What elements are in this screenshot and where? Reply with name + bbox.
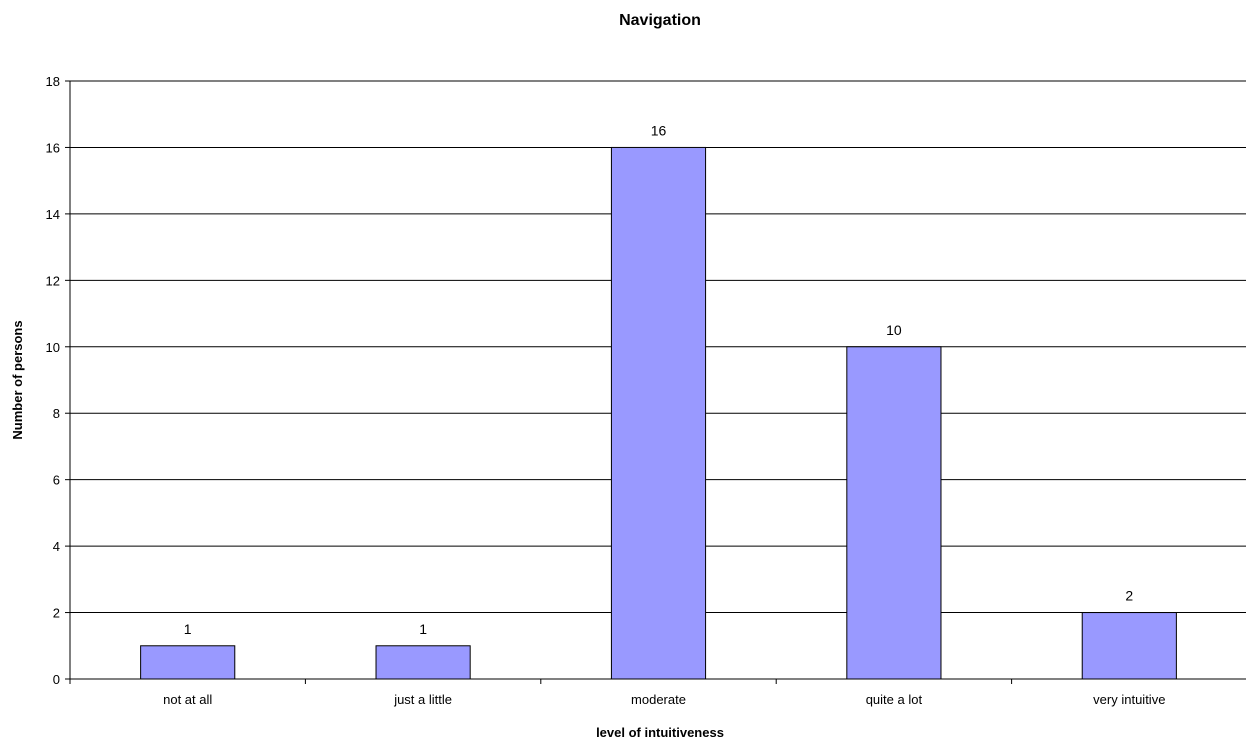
axes xyxy=(65,80,1246,684)
y-tick-label: 8 xyxy=(53,406,60,421)
y-tick-label: 14 xyxy=(46,207,60,222)
data-label: 16 xyxy=(651,122,667,138)
y-tick-label: 10 xyxy=(46,340,60,355)
y-axis-title: Number of persons xyxy=(10,320,25,439)
x-tick-label: quite a lot xyxy=(866,692,923,707)
y-tick-label: 6 xyxy=(53,473,60,488)
x-tick-label: moderate xyxy=(631,692,686,707)
data-labels: 1 1 16 10 2 xyxy=(184,122,1134,636)
bars xyxy=(140,146,1177,680)
data-label: 10 xyxy=(886,322,902,338)
bar xyxy=(610,146,707,680)
data-label: 1 xyxy=(419,621,427,637)
bar xyxy=(140,645,236,680)
y-tick-label: 18 xyxy=(46,74,60,89)
y-tick-label: 12 xyxy=(46,273,60,288)
bar xyxy=(846,346,942,680)
y-tick-label: 16 xyxy=(46,140,60,155)
data-label: 1 xyxy=(184,621,192,637)
x-tick-label: very intuitive xyxy=(1093,692,1165,707)
x-tick-label: not at all xyxy=(163,692,212,707)
data-label: 2 xyxy=(1125,588,1133,604)
x-tick-labels: not at all just a little moderate quite a l… xyxy=(163,692,1165,707)
x-axis-title: level of intuitiveness xyxy=(596,725,724,740)
y-tick-label: 4 xyxy=(53,539,60,554)
bar xyxy=(1081,612,1177,680)
y-tick-label: 2 xyxy=(53,606,60,621)
y-tick-label: 0 xyxy=(53,672,60,687)
bar xyxy=(375,645,471,680)
chart-title: Navigation xyxy=(619,12,701,29)
y-tick-labels: 0 2 4 6 8 10 12 14 16 18 xyxy=(46,74,60,687)
x-tick-label: just a little xyxy=(393,692,452,707)
